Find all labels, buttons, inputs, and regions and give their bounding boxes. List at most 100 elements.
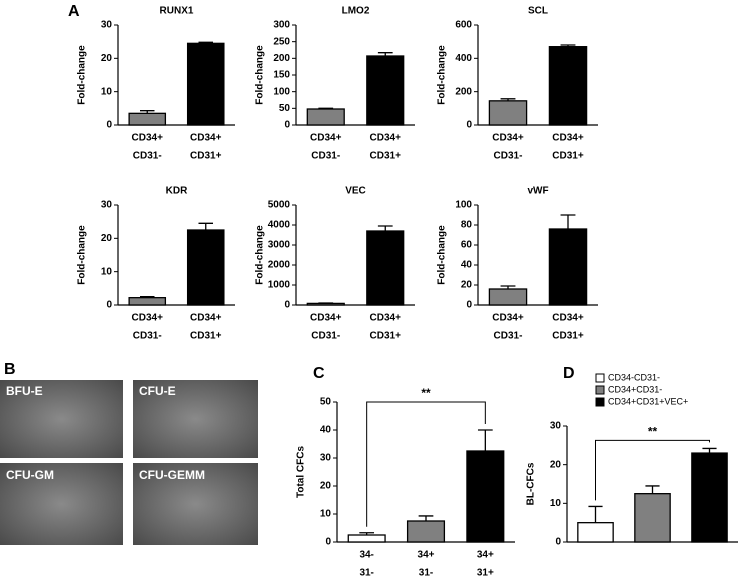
image-label: CFU-GM (6, 468, 54, 482)
x-tick-label: CD31+ (370, 331, 402, 342)
bar (634, 493, 671, 543)
bar (186, 229, 225, 306)
error-bar (500, 285, 516, 289)
bar (466, 450, 505, 543)
bar (306, 108, 345, 126)
micrograph (0, 380, 123, 458)
chart-title: vWF (527, 186, 548, 197)
y-tick-label: 20 (101, 53, 113, 64)
x-tick-label: 31- (359, 568, 373, 579)
y-axis-label: Fold-change (255, 225, 266, 285)
panel-label: A (68, 3, 80, 20)
x-tick-label: CD31+ (370, 151, 402, 162)
y-tick-label: 150 (273, 70, 290, 81)
x-tick-label: CD31+ (190, 331, 222, 342)
y-tick-label: 2000 (268, 260, 291, 271)
y-tick-label: 250 (273, 36, 290, 47)
error-bar (198, 41, 214, 44)
bar (548, 228, 588, 306)
chart-title: RUNX1 (160, 6, 194, 17)
y-tick-label: 0 (466, 120, 472, 131)
error-bar (377, 225, 393, 231)
y-tick-label: 10 (550, 498, 562, 509)
y-axis-label: Fold-change (77, 45, 88, 105)
chart-title: KDR (166, 186, 188, 197)
y-tick-label: 5000 (268, 200, 291, 211)
micrograph (0, 463, 123, 545)
y-tick-label: 20 (461, 280, 473, 291)
x-tick-label: CD34+ (132, 133, 164, 144)
bar (488, 100, 528, 126)
panel-label: D (563, 365, 575, 382)
x-tick-label: CD31- (133, 331, 162, 342)
y-tick-label: 80 (461, 220, 473, 231)
significance-label: ** (421, 386, 431, 400)
error-bar (645, 485, 660, 494)
error-bar (560, 44, 576, 47)
image-label: CFU-GEMM (139, 468, 205, 482)
error-bar (198, 222, 214, 230)
legend-swatch (595, 397, 605, 407)
x-tick-label: 34- (359, 550, 373, 561)
y-tick-label: 10 (320, 509, 332, 520)
y-axis-label: Total CFCs (296, 446, 307, 498)
error-bar (377, 52, 393, 56)
y-tick-label: 400 (455, 53, 472, 64)
y-tick-label: 0 (106, 300, 112, 311)
legend-label: CD34+CD31+VEC+ (608, 396, 688, 406)
error-bar (139, 110, 155, 114)
micrographs: BFU-E CFU-E CFU-GM CFU-GEMM (0, 380, 258, 545)
legend-label: CD34+CD31- (608, 384, 662, 394)
y-tick-label: 1000 (268, 280, 291, 291)
y-tick-label: 30 (320, 453, 332, 464)
legend-swatch (595, 385, 605, 395)
y-tick-label: 600 (455, 20, 472, 31)
y-tick-label: 50 (279, 103, 291, 114)
y-tick-label: 0 (284, 120, 290, 131)
y-tick-label: 10 (101, 86, 113, 97)
y-tick-label: 20 (101, 233, 113, 244)
image-label: BFU-E (6, 384, 43, 398)
y-tick-label: 60 (461, 240, 473, 251)
error-bar (477, 429, 493, 451)
x-tick-label: CD31+ (190, 151, 222, 162)
y-tick-label: 0 (555, 537, 561, 548)
x-tick-label: CD34+ (310, 313, 342, 324)
y-axis-label: Fold-change (255, 45, 266, 105)
bar (347, 534, 386, 543)
x-tick-label: CD31- (494, 151, 523, 162)
panel-label: C (313, 365, 325, 382)
y-tick-label: 20 (320, 481, 332, 492)
x-tick-label: CD34+ (190, 133, 222, 144)
y-tick-label: 30 (550, 421, 562, 432)
legend-label: CD34-CD31- (608, 372, 660, 382)
y-tick-label: 100 (273, 86, 290, 97)
x-tick-label: CD31- (494, 331, 523, 342)
y-tick-label: 0 (325, 537, 331, 548)
bar (128, 297, 167, 306)
y-tick-label: 10 (101, 266, 113, 277)
x-tick-label: 34+ (418, 550, 435, 561)
x-tick-label: CD34+ (492, 133, 524, 144)
y-tick-label: 300 (273, 20, 290, 31)
x-tick-label: CD34+ (310, 133, 342, 144)
error-bar (560, 214, 576, 229)
bar (128, 112, 167, 126)
panel-label: B (4, 361, 16, 378)
y-tick-label: 20 (550, 459, 562, 470)
error-bar (702, 447, 717, 454)
error-bar (418, 515, 434, 521)
x-tick-label: CD34+ (552, 133, 584, 144)
bar (577, 522, 614, 543)
error-bar (500, 98, 516, 101)
significance-label: ** (648, 425, 658, 439)
y-tick-label: 3000 (268, 240, 291, 251)
y-tick-label: 200 (455, 86, 472, 97)
x-tick-label: CD34+ (132, 313, 164, 324)
significance-bracket (595, 439, 710, 501)
x-tick-label: CD34+ (552, 313, 584, 324)
x-tick-label: CD34+ (370, 133, 402, 144)
y-tick-label: 30 (101, 20, 113, 31)
y-tick-label: 0 (466, 300, 472, 311)
